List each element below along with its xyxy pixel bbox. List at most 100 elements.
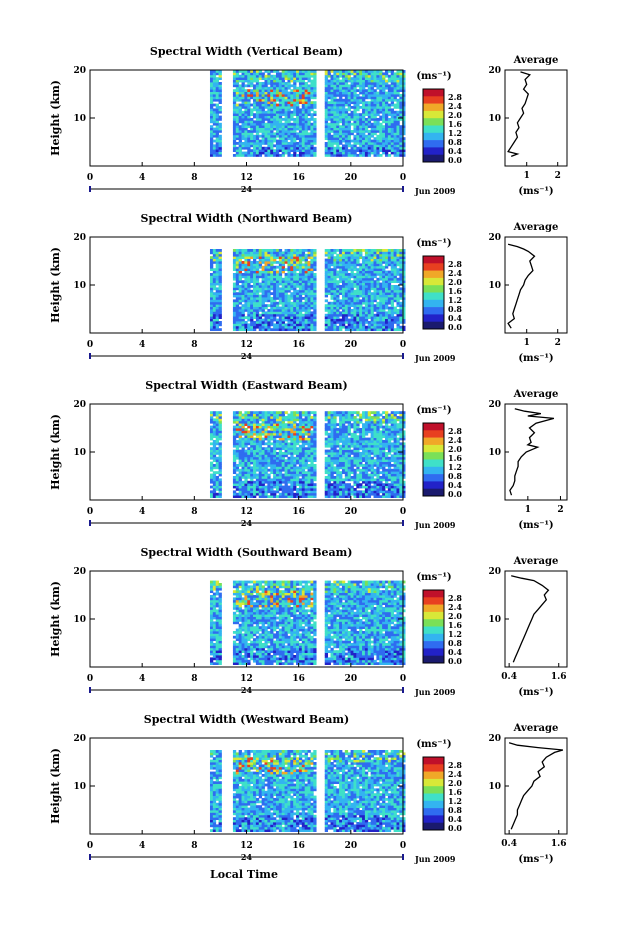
heatmap-cell <box>247 309 251 312</box>
heatmap-cell <box>264 256 268 259</box>
heatmap-cell <box>218 115 222 119</box>
heatmap-cell <box>298 287 303 291</box>
heatmap-cell <box>255 442 260 446</box>
heatmap-cell <box>296 321 300 324</box>
heatmap-cell <box>261 488 265 491</box>
heatmap-cell <box>385 79 389 83</box>
heatmap-cell <box>232 432 237 436</box>
heatmap-cell <box>390 82 395 85</box>
heatmap-cell <box>273 480 277 484</box>
heatmap-cell <box>278 132 283 136</box>
heatmap-cell <box>258 299 263 303</box>
heatmap-cell <box>290 79 294 83</box>
heatmap-cell <box>307 292 311 295</box>
heatmap-cell <box>275 318 280 322</box>
heatmap-cell <box>247 130 251 133</box>
heatmap-cell <box>278 113 283 116</box>
heatmap-cell <box>238 464 242 467</box>
heatmap-cell <box>344 292 349 295</box>
heatmap-cell <box>235 268 240 271</box>
heatmap-cell <box>330 86 334 90</box>
heatmap-cell <box>261 304 265 307</box>
heatmap-cell <box>290 483 294 486</box>
heatmap-cell <box>278 146 283 150</box>
heatmap-cell <box>341 137 346 140</box>
heatmap-cell <box>356 306 360 310</box>
heatmap-cell <box>379 318 383 322</box>
heatmap-cell <box>379 154 383 157</box>
heatmap-cell <box>255 490 260 494</box>
heatmap-cell <box>313 323 317 327</box>
heatmap-cell <box>290 435 294 438</box>
heatmap-cell <box>330 137 334 140</box>
heatmap-cell <box>215 265 219 269</box>
heatmap-cell <box>379 101 383 104</box>
heatmap-cell <box>238 146 242 150</box>
heatmap-cell <box>290 323 294 327</box>
heatmap-cell <box>287 70 291 73</box>
heatmap-cell <box>290 263 294 267</box>
heatmap-cell <box>235 79 240 83</box>
heatmap-cell <box>402 151 406 155</box>
heatmap-cell <box>247 282 251 286</box>
heatmap-cell <box>336 275 340 279</box>
heatmap-cell <box>296 108 300 112</box>
heatmap-cell <box>235 70 240 73</box>
heatmap-cell <box>209 449 214 453</box>
heatmap-cell <box>333 72 337 76</box>
heatmap-cell <box>399 146 403 150</box>
heatmap-cell <box>278 277 283 281</box>
heatmap-cell <box>293 101 297 104</box>
heatmap-cell <box>379 146 383 150</box>
heatmap-cell <box>385 144 389 148</box>
heatmap-cell <box>264 270 268 274</box>
heatmap-cell <box>304 98 308 102</box>
heatmap-cell <box>350 70 354 73</box>
heatmap-cell <box>244 488 248 491</box>
heatmap-cell <box>387 144 392 148</box>
heatmap-cell <box>284 301 288 305</box>
heatmap-cell <box>232 125 237 128</box>
heatmap-cell <box>241 304 245 307</box>
heatmap-cell <box>327 321 331 324</box>
heatmap-cell <box>362 328 366 331</box>
heatmap-cell <box>278 139 283 143</box>
heatmap-cell <box>327 101 331 104</box>
heatmap-cell <box>353 72 357 76</box>
heatmap-cell <box>209 70 214 73</box>
heatmap-cell <box>310 91 314 95</box>
heatmap-cell <box>313 301 317 305</box>
heatmap-cell <box>353 108 357 112</box>
heatmap-cell <box>327 146 331 150</box>
heatmap-cell <box>390 275 395 279</box>
heatmap-cell <box>244 473 248 477</box>
heatmap-cell <box>379 130 383 133</box>
heatmap-cell <box>235 313 240 317</box>
heatmap-cell <box>339 253 343 257</box>
heatmap-cell <box>281 464 285 467</box>
heatmap-cell <box>278 144 283 148</box>
heatmap-cell <box>324 318 329 322</box>
heatmap-cell <box>264 91 268 95</box>
heatmap-cell <box>264 466 268 470</box>
heatmap-cell <box>275 82 280 85</box>
heatmap-cell <box>267 120 271 124</box>
heatmap-cell <box>327 89 331 92</box>
heatmap-cell <box>399 270 403 274</box>
heatmap-cell <box>347 321 351 324</box>
heatmap-cell <box>310 268 314 271</box>
heatmap-cell <box>218 285 222 288</box>
heatmap-cell <box>218 130 222 133</box>
heatmap-cell <box>396 101 400 104</box>
heatmap-cell <box>373 256 377 259</box>
heatmap-cell <box>250 440 254 443</box>
heatmap-cell <box>212 485 217 489</box>
heatmap-cell <box>235 106 240 109</box>
heatmap-cell <box>359 96 363 100</box>
heatmap-cell <box>353 301 357 305</box>
heatmap-cell <box>270 321 274 324</box>
heatmap-cell <box>387 77 392 80</box>
heatmap-cell <box>264 495 268 498</box>
heatmap-cell <box>350 89 354 92</box>
